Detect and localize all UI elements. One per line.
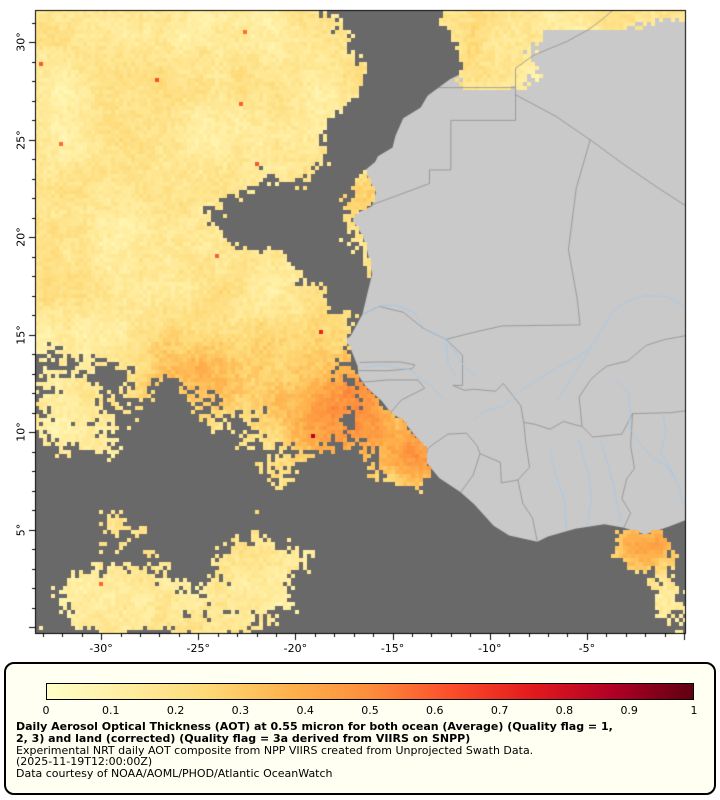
lat-tick-label: 25° <box>14 129 28 150</box>
lat-tick-label: 20° <box>14 227 28 247</box>
lat-tick-label: 10° <box>14 422 28 442</box>
colorbar-tick-label: 0.3 <box>231 704 250 717</box>
colorbar-tick-label: 0 <box>42 704 50 717</box>
colorbar-tick-label: 0.5 <box>361 704 379 717</box>
colorbar-tick-label: 0.2 <box>166 704 185 717</box>
lon-tick-label: -25° <box>186 642 210 655</box>
lat-tick-label: 30° <box>14 32 28 52</box>
colorbar-tick-label: 0.4 <box>296 704 314 717</box>
lon-tick-label: -10° <box>477 642 502 655</box>
colorbar-tick-label: 0.1 <box>102 704 120 717</box>
legend-title-line1: Daily Aerosol Optical Thickness (AOT) at… <box>16 720 613 733</box>
map-area: 30° 25° 20° 15° 10° 5° -30° -25° -20° -15° -10° -5° <box>0 0 720 660</box>
legend-box: 0 0.1 0.2 0.3 0.4 0.5 0.6 0.7 0.8 0.9 1 Daily Aero… <box>4 662 716 795</box>
legend-timestamp: (2025-11-19T12:00:00Z) <box>16 755 153 769</box>
lat-tick-label: 5° <box>14 523 28 536</box>
colorbar-tick-label: 0.6 <box>426 704 444 717</box>
lon-tick-label: -20° <box>283 642 308 655</box>
lon-tick-label: -30° <box>89 642 113 655</box>
colorbar-tick-label: 1 <box>690 704 698 717</box>
lon-tick-label: -15° <box>380 642 405 655</box>
legend-title-line2: 2, 3) and land (corrected) (Quality flag… <box>16 731 471 745</box>
colorbar-tick-label: 0.7 <box>490 704 509 717</box>
colorbar-tick-label: 0.9 <box>620 704 638 717</box>
legend-text: Daily Aerosol Optical Thickness (AOT) at… <box>16 721 708 780</box>
lon-tick-label: -5° <box>578 642 596 655</box>
aot-raster-map <box>0 0 720 660</box>
colorbar <box>46 683 694 700</box>
legend-credit: Data courtesy of NOAA/AOML/PHOD/Atlantic… <box>16 767 333 781</box>
lat-tick-label: 15° <box>14 324 28 345</box>
colorbar-tick-label: 0.8 <box>555 704 574 717</box>
legend-description: Experimental NRT daily AOT composite fro… <box>16 743 534 757</box>
